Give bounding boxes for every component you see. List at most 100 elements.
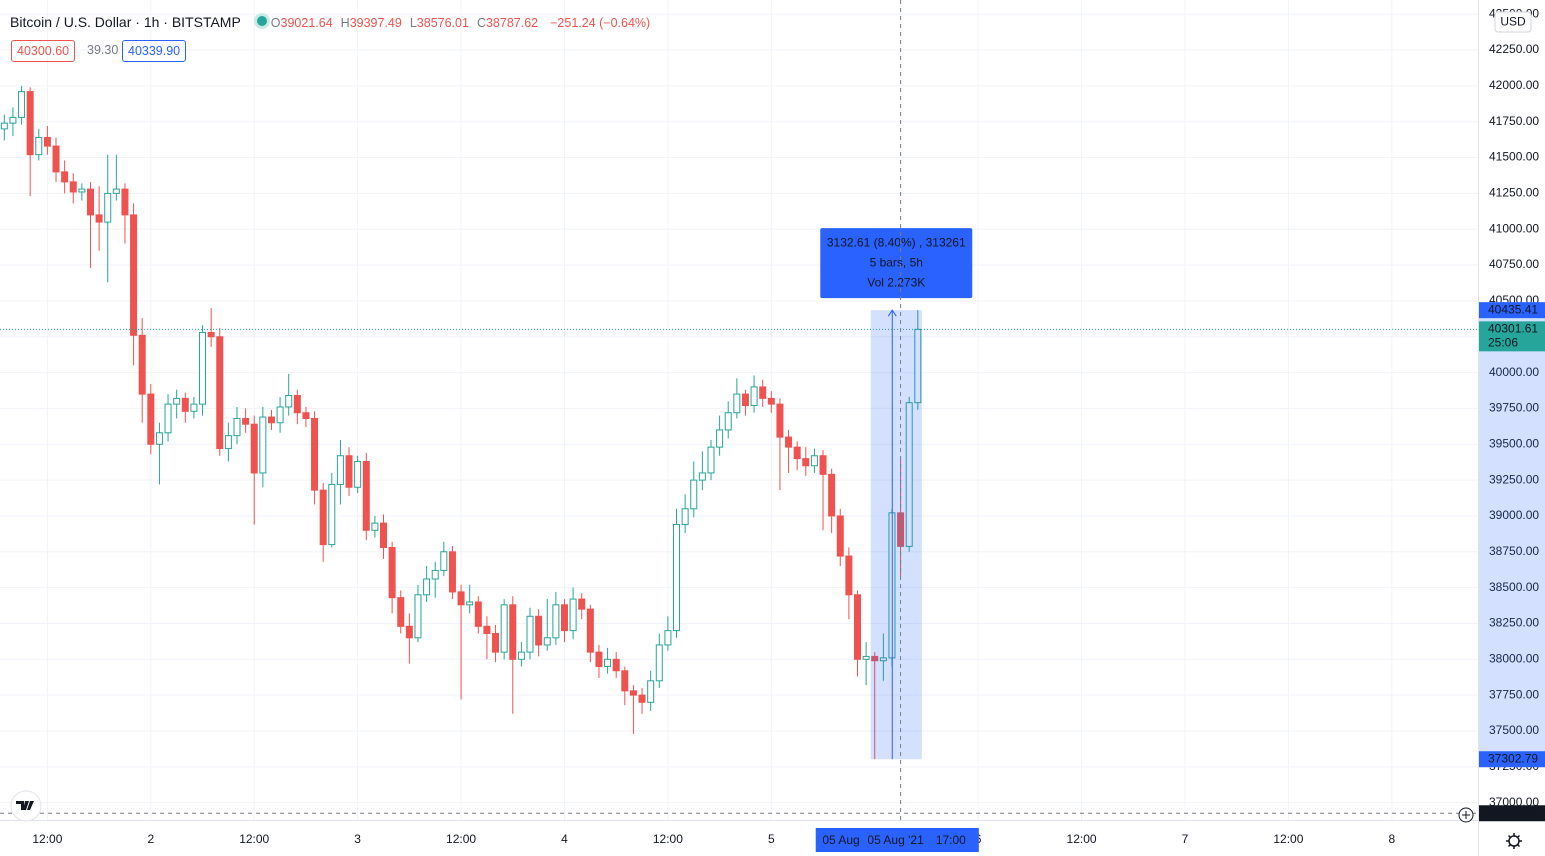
candle (448, 546, 456, 600)
x-tick-label: 12:00 (653, 832, 683, 846)
candle-body (776, 403, 784, 438)
price-label: 40435.41 (1488, 302, 1538, 316)
legend: Bitcoin / U.S. Dollar · 1h · BITSTAMP O39… (10, 14, 658, 30)
y-tick-label: 40750.00 (1489, 257, 1539, 271)
candle-body (802, 458, 810, 467)
x-tick-label: 4 (561, 832, 568, 846)
candle (388, 541, 396, 614)
candle (362, 452, 370, 541)
y-tick-label: 39000.00 (1489, 508, 1539, 522)
candle-body (311, 417, 319, 491)
time-label: 17:00 (936, 833, 966, 847)
candle-body (836, 515, 844, 557)
candle-body (155, 432, 163, 445)
candle (569, 587, 577, 640)
candle-body (293, 395, 301, 414)
y-tick-label: 41000.00 (1489, 221, 1539, 235)
y-tick-label: 38750.00 (1489, 544, 1539, 558)
candle (233, 406, 241, 445)
ohlc: O39021.64 H39397.49 L38576.01 C38787.62 (271, 14, 546, 30)
candle-body (267, 416, 275, 424)
candle-body (242, 417, 250, 425)
candle (311, 411, 319, 505)
candle (207, 308, 215, 347)
x-tick-label: 12:00 (32, 832, 62, 846)
candle (759, 379, 767, 407)
candle-body (500, 604, 508, 653)
candle-body (724, 412, 732, 431)
candle-body (138, 334, 146, 395)
candle (690, 461, 698, 518)
currency-button[interactable] (1494, 11, 1532, 33)
y-tick-label: 41750.00 (1489, 114, 1539, 128)
ohlc-key: H (340, 16, 350, 30)
candle-body (474, 601, 482, 627)
time-label: 05 Aug (822, 833, 859, 847)
y-tick-label: 42250.00 (1489, 42, 1539, 56)
candle (414, 584, 422, 643)
x-tick-label: 2 (147, 832, 154, 846)
candle (914, 310, 922, 410)
candle-body (819, 455, 827, 475)
candle-body (52, 145, 60, 173)
plot (0, 85, 922, 760)
candle-body (336, 455, 344, 485)
candle-body (741, 393, 749, 407)
candle (621, 666, 629, 706)
candle (655, 633, 663, 688)
candle-body (371, 522, 379, 531)
candle (328, 472, 336, 548)
candle-body (354, 460, 362, 488)
candle (845, 547, 853, 620)
time-range-bg (815, 828, 979, 852)
candle (345, 447, 353, 496)
candle-body (216, 336, 224, 450)
candle (18, 85, 26, 125)
candle-body (569, 598, 577, 632)
candle (242, 408, 250, 433)
measure-axis-band (1479, 310, 1545, 760)
candle-body (173, 397, 181, 405)
y-tick-label: 42000.00 (1489, 78, 1539, 92)
currency[interactable]: USD (1500, 15, 1526, 29)
y-tick-label: 38000.00 (1489, 651, 1539, 665)
candle-body (492, 632, 500, 653)
candle-body (845, 555, 853, 596)
candle-body (86, 188, 94, 216)
candle-body (130, 214, 138, 336)
candle (905, 396, 913, 552)
candle (638, 687, 646, 714)
candle (216, 328, 224, 456)
candle (535, 609, 543, 657)
y-tick-label: 40000.00 (1489, 365, 1539, 379)
candle-body (578, 598, 586, 610)
measure-arrow (887, 309, 897, 760)
candle (112, 154, 120, 201)
x-tick-label: 12:00 (1067, 832, 1097, 846)
candle (121, 183, 129, 244)
candle-body (207, 331, 215, 338)
candle (552, 591, 560, 645)
candle (741, 389, 749, 416)
candle (785, 429, 793, 473)
candle-body (9, 116, 17, 124)
x-tick-label: 12:00 (446, 832, 476, 846)
price-label: 36926.04 (1488, 805, 1538, 819)
candle (466, 584, 474, 614)
sell-button[interactable]: 40300.60 (11, 40, 76, 62)
candle (138, 318, 146, 423)
candle (354, 455, 362, 494)
change: −251.24 (−0.64%) (550, 16, 651, 30)
buy-button[interactable]: 40339.90 (122, 40, 187, 62)
candle-body (147, 393, 155, 445)
candle (767, 391, 775, 413)
candle (862, 642, 870, 686)
candle-body (905, 402, 913, 547)
candle (500, 599, 508, 660)
candle-body (43, 136, 51, 147)
candle (95, 186, 103, 251)
candle (586, 604, 594, 663)
candle-body (121, 188, 129, 216)
candle (336, 439, 344, 505)
